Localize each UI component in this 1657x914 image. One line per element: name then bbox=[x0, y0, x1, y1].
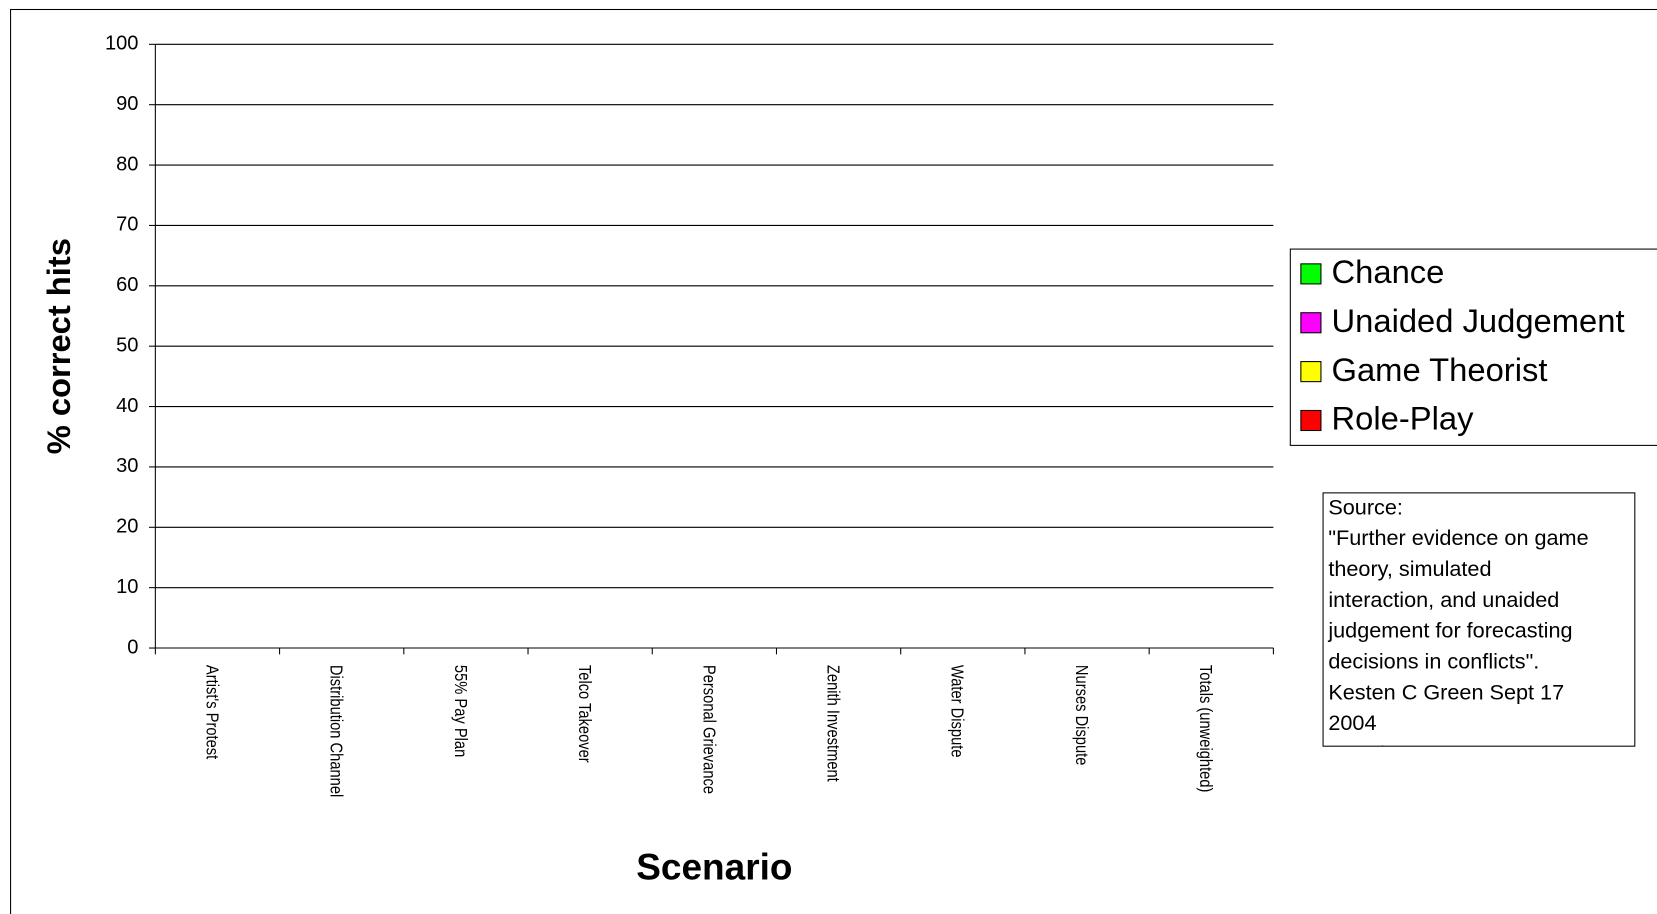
x-tick-label: Zenith Investment bbox=[823, 665, 843, 782]
x-tick-label: Personal Grievance bbox=[699, 665, 719, 794]
x-tick-label: 55% Pay Plan bbox=[450, 665, 470, 757]
y-tick-label: 20 bbox=[116, 516, 138, 538]
source-box bbox=[1322, 492, 1636, 747]
source-line: theory, simulated bbox=[1328, 556, 1491, 581]
source-line: Kesten C Green Sept 17 bbox=[1328, 679, 1564, 704]
source-line: interaction, and unaided bbox=[1328, 587, 1559, 612]
y-tick-label: 10 bbox=[116, 576, 138, 598]
source-line: judgement for forecasting bbox=[1327, 618, 1572, 643]
y-tick-label: 100 bbox=[105, 33, 138, 55]
legend-swatch bbox=[1300, 263, 1322, 285]
legend-label: Role-Play bbox=[1332, 400, 1475, 437]
legend bbox=[1289, 248, 1657, 446]
x-tick-label: Distribution Channel bbox=[326, 665, 346, 797]
y-tick-label: 70 bbox=[116, 214, 138, 236]
y-tick-label: 90 bbox=[116, 93, 138, 115]
y-tick-label: 30 bbox=[116, 455, 138, 477]
y-tick-label: 50 bbox=[116, 334, 138, 356]
x-tick-label: Artist's Protest bbox=[202, 665, 222, 760]
x-tick-label: Totals (unweighted) bbox=[1196, 665, 1216, 792]
y-tick-label: 80 bbox=[116, 153, 138, 175]
legend-label: Chance bbox=[1332, 253, 1445, 290]
y-axis-title: % correct hits bbox=[40, 238, 77, 454]
y-tick-label: 0 bbox=[127, 636, 138, 658]
x-tick-label: Water Dispute bbox=[947, 665, 967, 758]
legend-label: Unaided Judgement bbox=[1332, 302, 1625, 339]
source-line: decisions in conflicts". bbox=[1328, 649, 1539, 674]
legend-swatch bbox=[1300, 312, 1322, 334]
source-line: Source: bbox=[1328, 494, 1403, 519]
y-tick-label: 60 bbox=[116, 274, 138, 296]
chart-border bbox=[10, 8, 1657, 914]
x-tick-label: Telco Takeover bbox=[575, 665, 595, 763]
legend-swatch bbox=[1300, 361, 1322, 383]
x-axis-title: Scenario bbox=[636, 846, 792, 887]
y-tick-label: 40 bbox=[116, 395, 138, 417]
source-line: 2004 bbox=[1328, 710, 1376, 735]
x-tick-label: Nurses Dispute bbox=[1072, 665, 1092, 765]
legend-label: Game Theorist bbox=[1332, 351, 1548, 388]
source-text: Source: "Further evidence on game theory, … bbox=[1327, 494, 1588, 766]
source-line: "Further evidence on game bbox=[1328, 525, 1588, 550]
source-line: www.kestencgreen.com bbox=[1327, 741, 1557, 766]
legend-swatch bbox=[1300, 409, 1322, 432]
